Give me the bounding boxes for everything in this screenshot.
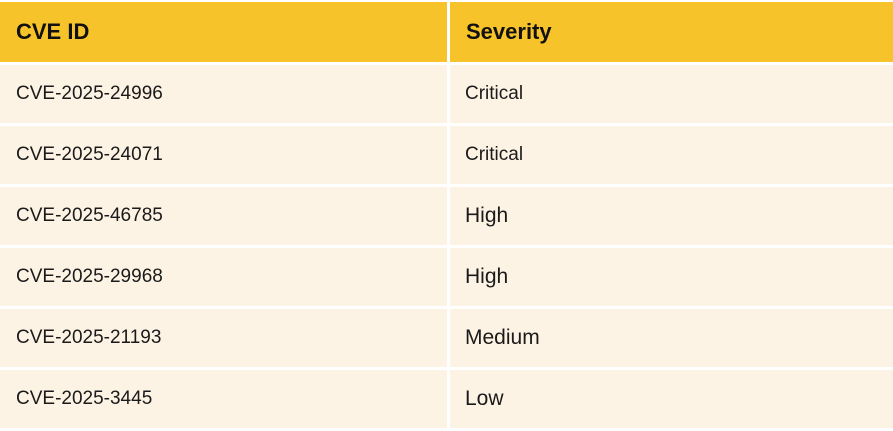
cve-id-cell: CVE-2025-29968 — [0, 248, 447, 306]
column-header-severity[interactable]: Severity — [450, 2, 893, 62]
cve-id-cell: CVE-2025-24996 — [0, 65, 447, 123]
severity-cell: Critical — [450, 65, 893, 123]
table-body: CVE-2025-24996 Critical CVE-2025-24071 C… — [0, 65, 893, 428]
cve-id-cell: CVE-2025-3445 — [0, 370, 447, 428]
table-row: CVE-2025-24071 Critical — [0, 126, 893, 184]
cve-id-cell: CVE-2025-21193 — [0, 309, 447, 367]
table-row: CVE-2025-29968 High — [0, 248, 893, 306]
header-row: CVE ID Severity — [0, 2, 893, 62]
table-row: CVE-2025-21193 Medium — [0, 309, 893, 367]
severity-cell: Medium — [450, 309, 893, 367]
severity-cell: Low — [450, 370, 893, 428]
severity-cell: Critical — [450, 126, 893, 184]
column-header-cve-id[interactable]: CVE ID — [0, 2, 447, 62]
table-row: CVE-2025-3445 Low — [0, 370, 893, 428]
cve-id-cell: CVE-2025-24071 — [0, 126, 447, 184]
severity-cell: High — [450, 248, 893, 306]
table-row: CVE-2025-24996 Critical — [0, 65, 893, 123]
table-row: CVE-2025-46785 High — [0, 187, 893, 245]
table-header: CVE ID Severity — [0, 2, 893, 62]
cve-id-cell: CVE-2025-46785 — [0, 187, 447, 245]
severity-cell: High — [450, 187, 893, 245]
